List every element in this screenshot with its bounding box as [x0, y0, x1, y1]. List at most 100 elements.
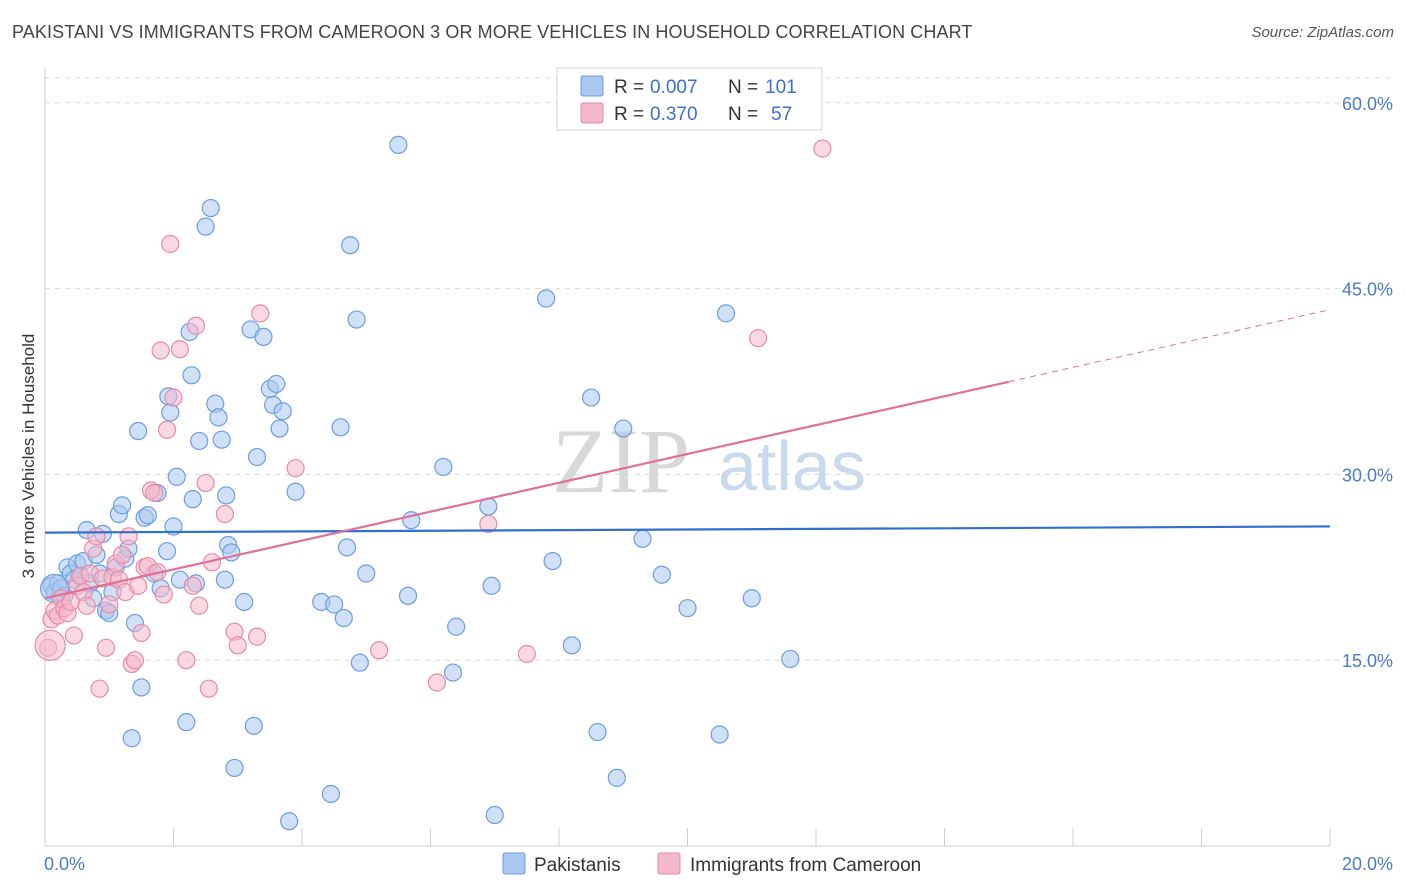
cameroon-point-41 — [177, 651, 196, 670]
cameroon-point-53 — [286, 459, 305, 478]
legend-r-label-1: R = — [614, 77, 644, 98]
series-legend-label-pink: Immigrants from Cameroon — [690, 855, 921, 876]
pakistanis-point-93 — [614, 419, 633, 438]
pakistanis-points — [40, 135, 800, 831]
pakistanis-point-91 — [588, 722, 607, 742]
pakistanis-point-76 — [350, 653, 369, 672]
pakistanis-point-43 — [183, 490, 202, 509]
cameroon-point-54 — [370, 641, 389, 660]
trend-lines — [44, 309, 1331, 600]
pakistanis-point-92 — [607, 768, 626, 787]
pakistanis-point-51 — [215, 570, 234, 589]
pakistanis-point-30 — [138, 506, 157, 525]
pakistanis-point-65 — [273, 402, 292, 421]
pakistanis-point-73 — [337, 538, 357, 557]
cameroon-point-42 — [183, 576, 202, 595]
cameroon-point-23 — [112, 545, 132, 565]
cameroon-point-46 — [199, 679, 218, 698]
legend-n-value-1: 101 — [765, 77, 797, 98]
legend-n-label-1: N = — [728, 77, 758, 98]
stats-legend: R = 0.007 N = 101 R = 0.370 N = 57 — [556, 67, 823, 131]
y-tick-label-0: 15.0% — [1342, 651, 1393, 671]
pakistanis-point-22 — [112, 496, 132, 515]
legend-swatch-pink — [580, 102, 604, 124]
pakistanis-point-52 — [217, 486, 236, 505]
pakistanis-point-59 — [247, 447, 267, 467]
pakistanis-point-42 — [182, 366, 201, 385]
cameroon-point-50 — [228, 636, 247, 655]
axes — [44, 68, 1331, 847]
pakistanis-point-27 — [129, 421, 148, 441]
pakistanis-point-46 — [196, 217, 215, 236]
pakistanis-point-77 — [357, 564, 376, 583]
pakistanis-point-34 — [157, 542, 177, 561]
cameroon-point-19 — [100, 595, 119, 614]
y-axis-title: 3 or more Vehicles in Household — [19, 334, 38, 579]
y-tick-label-2: 45.0% — [1342, 280, 1393, 300]
pakistanis-point-72 — [334, 608, 353, 628]
cameroon-point-18 — [96, 638, 116, 657]
cameroon-points — [34, 139, 832, 698]
cameroon-trend-line-extension — [1008, 309, 1331, 383]
legend-n-value-2: 57 — [771, 104, 792, 125]
pakistanis-point-97 — [716, 304, 736, 323]
cameroon-trend-line — [44, 380, 1009, 600]
legend-r-value-2: 0.370 — [650, 104, 698, 125]
legend-r-value-1: 0.007 — [650, 77, 698, 98]
legend-swatch-blue — [580, 75, 604, 97]
cameroon-point-48 — [215, 504, 234, 524]
pakistanis-point-70 — [321, 784, 341, 804]
x-tick-label-min: 0.0% — [44, 854, 85, 874]
cameroon-point-43 — [186, 316, 206, 335]
y-tick-labels: 15.0% 30.0% 45.0% 60.0% — [1342, 94, 1393, 671]
pakistanis-point-60 — [254, 327, 273, 346]
pakistanis-point-45 — [190, 431, 209, 451]
pakistanis-point-88 — [543, 551, 562, 571]
cameroon-point-36 — [154, 585, 173, 604]
pakistanis-point-83 — [447, 617, 466, 636]
series-legend-label-blue: Pakistanis — [534, 855, 621, 876]
pakistanis-point-90 — [582, 388, 601, 407]
pakistanis-point-100 — [710, 725, 729, 744]
cameroon-point-57 — [517, 644, 536, 664]
pakistanis-point-56 — [235, 592, 254, 612]
cameroon-point-16 — [90, 679, 109, 698]
pakistanis-point-78 — [389, 135, 408, 154]
cameroon-point-40 — [170, 340, 190, 359]
x-tick-label-max: 20.0% — [1342, 854, 1393, 874]
pakistanis-point-79 — [398, 586, 418, 605]
pakistanis-point-38 — [167, 467, 186, 486]
pakistanis-point-99 — [742, 589, 761, 608]
cameroon-point-33 — [145, 483, 164, 503]
pakistanis-point-95 — [652, 565, 671, 584]
pakistanis-point-86 — [485, 805, 504, 825]
cameroon-point-45 — [196, 473, 215, 493]
cameroon-cluster-point — [34, 629, 66, 661]
cameroon-point-58 — [749, 329, 768, 348]
pakistanis-point-96 — [678, 599, 697, 618]
y-tick-label-3: 60.0% — [1342, 94, 1393, 114]
pakistanis-point-74 — [341, 236, 360, 255]
pakistanis-point-71 — [331, 418, 350, 437]
legend-r-label-2: R = — [614, 104, 644, 125]
pakistanis-point-75 — [347, 310, 366, 329]
cameroon-point-8 — [64, 626, 84, 645]
cameroon-point-28 — [129, 576, 148, 595]
cameroon-point-38 — [161, 234, 180, 254]
y-tick-label-1: 30.0% — [1342, 465, 1393, 485]
cameroon-point-12 — [77, 596, 96, 615]
pakistanis-point-50 — [212, 430, 231, 449]
series-legend: Pakistanis Immigrants from Cameroon — [502, 852, 921, 876]
pakistanis-point-98 — [781, 649, 800, 669]
source-label: Source: ZipAtlas.com — [1251, 24, 1394, 41]
cameroon-point-27 — [125, 651, 145, 670]
pakistanis-point-47 — [201, 198, 220, 218]
pakistanis-point-58 — [244, 716, 263, 735]
cameroon-point-39 — [164, 388, 183, 407]
pakistanis-point-28 — [132, 678, 151, 697]
pakistanis-point-66 — [280, 812, 299, 831]
pakistanis-point-89 — [562, 636, 581, 655]
x-tick-labels: 0.0% 20.0% — [44, 854, 1393, 874]
cameroon-point-55 — [427, 673, 447, 692]
